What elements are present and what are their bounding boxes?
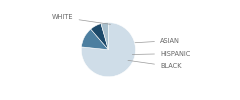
- Wedge shape: [81, 23, 136, 77]
- Wedge shape: [101, 23, 108, 50]
- Text: WHITE: WHITE: [52, 14, 110, 24]
- Text: HISPANIC: HISPANIC: [132, 50, 190, 56]
- Text: BLACK: BLACK: [128, 60, 181, 70]
- Text: ASIAN: ASIAN: [135, 38, 180, 44]
- Wedge shape: [91, 24, 108, 50]
- Wedge shape: [81, 29, 108, 50]
